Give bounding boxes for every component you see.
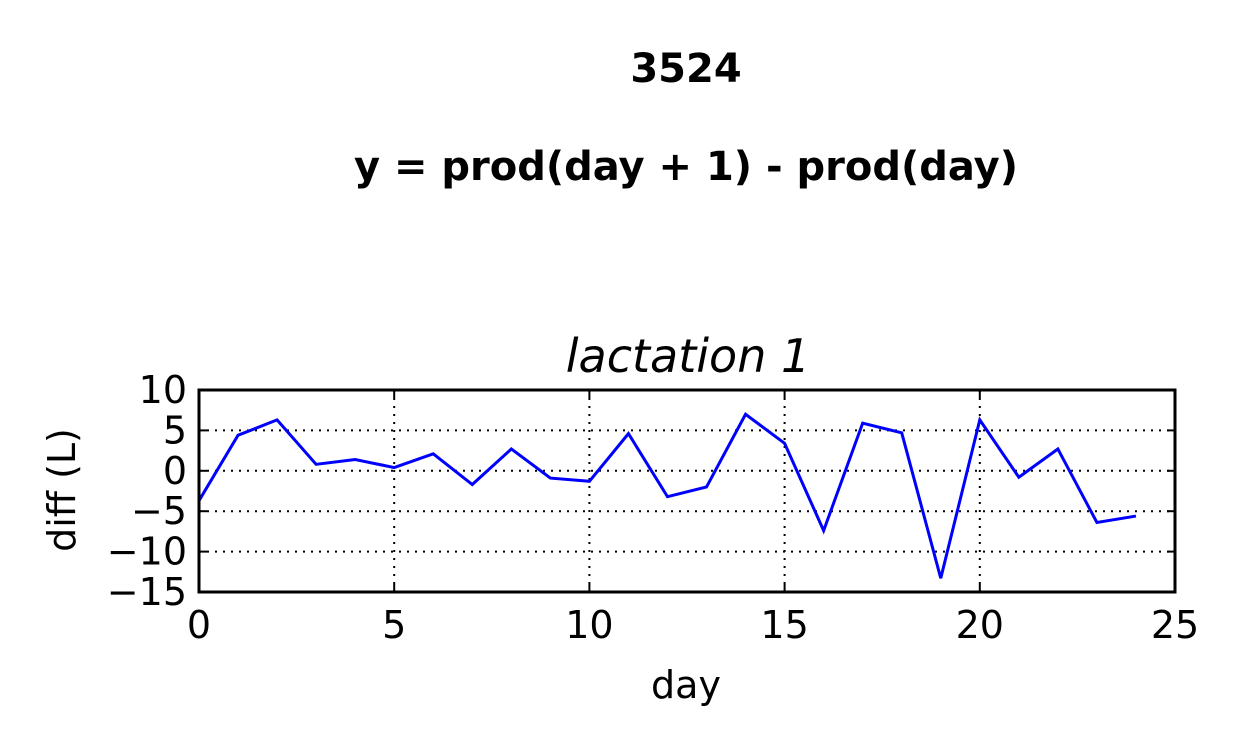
x-tick-label: 20 [956, 603, 1004, 647]
plot-frame [197, 388, 1177, 594]
y-tick-label: 0 [163, 449, 187, 493]
y-tick-label: 10 [139, 368, 187, 412]
x-tick-label: 0 [187, 603, 211, 647]
x-axis-label: day [651, 663, 721, 707]
y-tick-label: −10 [107, 530, 187, 574]
x-tick-label: 25 [1151, 603, 1199, 647]
x-tick-label: 10 [565, 603, 613, 647]
figure-subtitle-formula: y = prod(day + 1) - prod(day) [353, 144, 1019, 190]
x-tick-label: 15 [760, 603, 808, 647]
y-tick-label: −5 [131, 489, 187, 533]
y-tick-label: 5 [163, 408, 187, 452]
y-tick-label: −15 [107, 570, 187, 614]
chart-title: lactation 1 [566, 329, 811, 383]
series-line [197, 411, 1137, 579]
x-tick-label: 5 [382, 603, 406, 647]
y-axis-label: diff (L) [40, 428, 84, 552]
figure-title: 3524 [630, 46, 742, 92]
series-group [197, 411, 1137, 579]
